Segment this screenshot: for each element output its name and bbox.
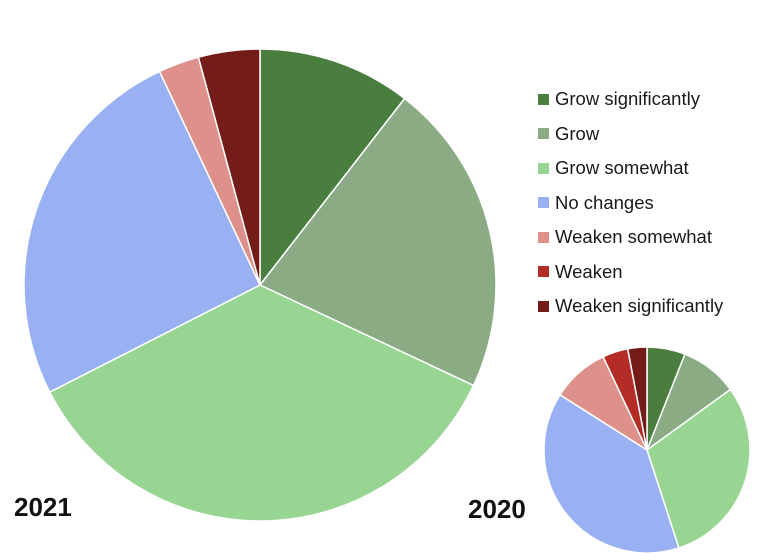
legend-swatch — [538, 231, 549, 243]
pie-slice-grow-significantly — [259, 48, 406, 286]
pie-slice-no-changes — [23, 70, 261, 393]
legend-swatch — [538, 162, 549, 174]
legend-label: Weaken significantly — [555, 295, 724, 317]
pie-slice-weaken-significantly — [197, 48, 261, 286]
legend-label: Grow — [555, 122, 600, 144]
year-label-2021: 2021 — [14, 492, 72, 522]
legend-swatch — [538, 128, 549, 140]
pie-slice-grow-somewhat — [48, 284, 475, 522]
legend-item: Weaken — [538, 255, 723, 290]
legend-item: Weaken somewhat — [538, 220, 723, 255]
legend-label: No changes — [555, 191, 654, 213]
pie-2020 — [543, 346, 751, 554]
legend-item: Grow — [538, 117, 723, 152]
legend-item: Weaken significantly — [538, 289, 723, 324]
legend-label: Grow somewhat — [555, 157, 689, 179]
legend-item: Grow somewhat — [538, 151, 723, 186]
legend-swatch — [538, 300, 549, 312]
pie-2021 — [23, 48, 497, 522]
legend-label: Weaken — [555, 260, 623, 282]
pie-slice-grow-somewhat — [646, 388, 751, 549]
legend: Grow significantly Grow Grow somewhat No ch… — [538, 82, 723, 324]
legend-item: No changes — [538, 186, 723, 221]
legend-label: Weaken somewhat — [555, 226, 712, 248]
legend-swatch — [538, 197, 549, 209]
legend-label: Grow significantly — [555, 88, 700, 110]
pie-slice-grow — [259, 97, 497, 387]
legend-swatch — [538, 93, 549, 105]
pie-slice-weaken-significantly — [626, 346, 648, 451]
legend-swatch — [538, 266, 549, 278]
pie-slice-no-changes — [543, 394, 680, 554]
legend-item: Grow significantly — [538, 82, 723, 117]
year-label-2020: 2020 — [468, 494, 526, 524]
